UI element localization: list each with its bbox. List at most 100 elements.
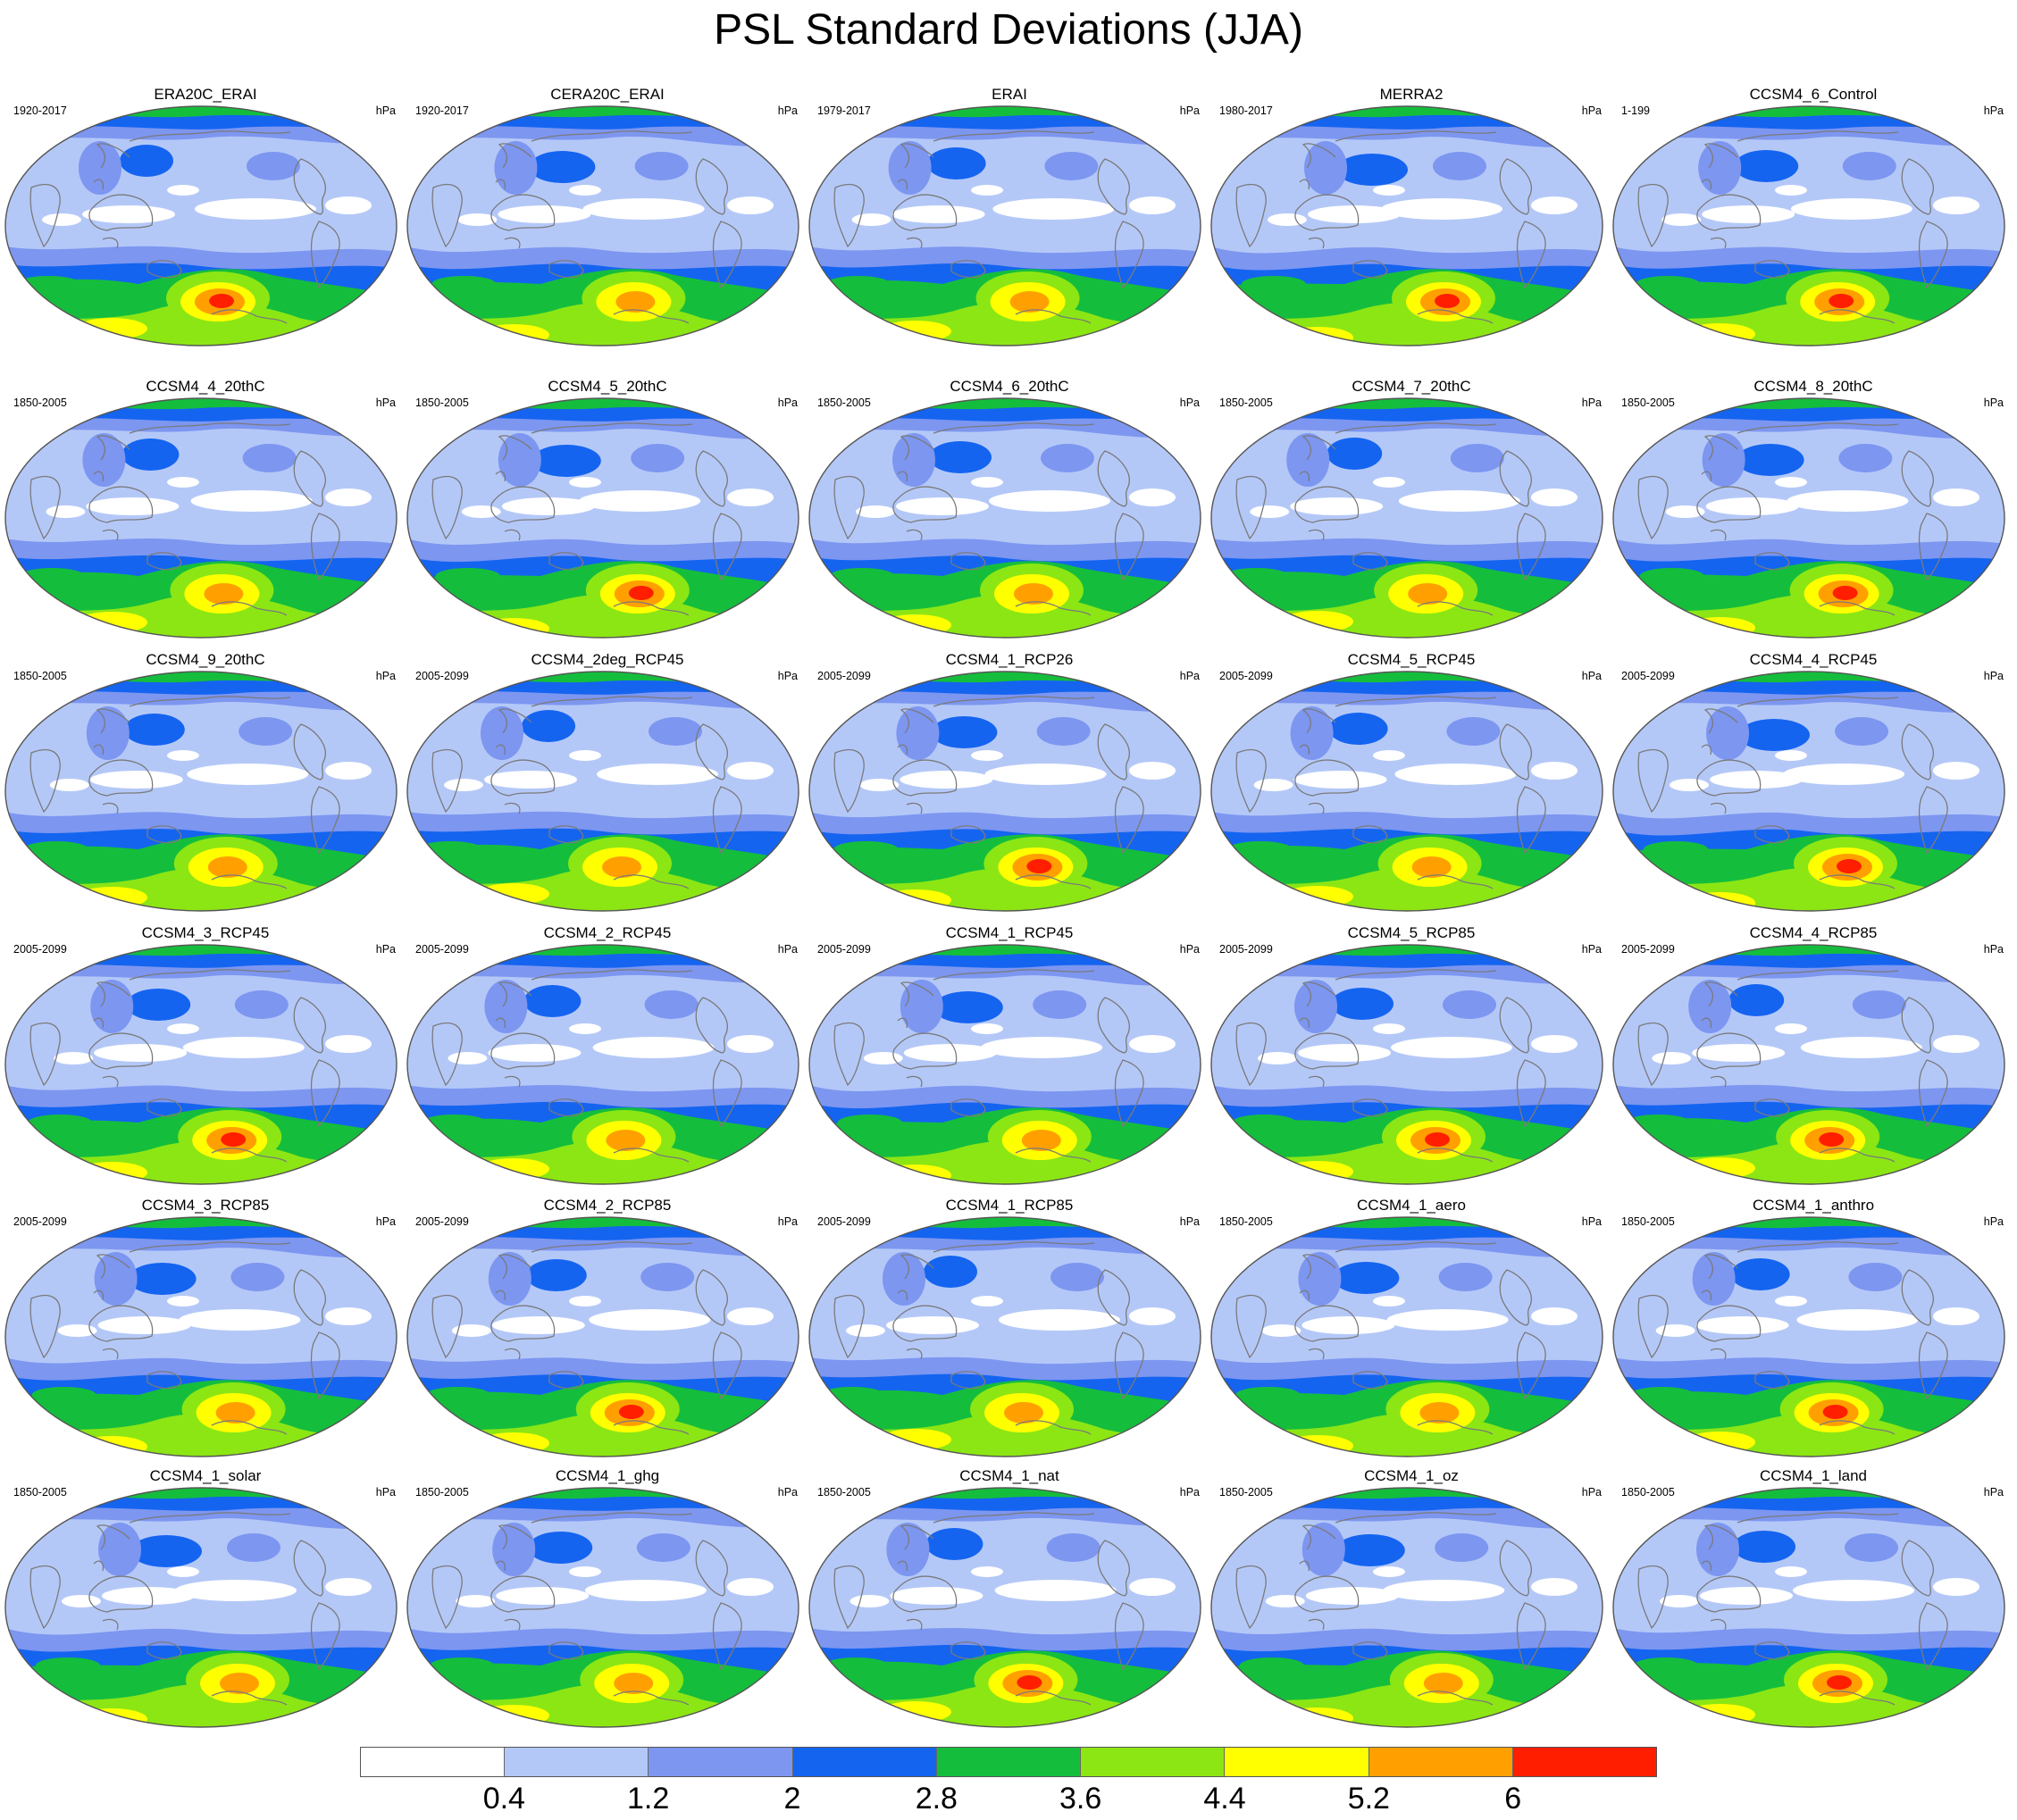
map-panel: CCSM4_6_20thC 1850-2005 hPa [808,378,1210,646]
panel-years: 2005-2099 [1621,943,1675,956]
world-map [1612,1216,2005,1457]
panel-years: 1850-2005 [415,397,469,409]
panel-years: 1850-2005 [817,1486,871,1499]
panel-years: 2005-2099 [817,1215,871,1228]
panel-units: hPa [375,1486,396,1499]
world-map [4,397,398,639]
panel-title: CCSM4_4_RCP85 [1749,924,1878,941]
colorbar-label: 1.2 [627,1782,670,1816]
panel-title: CCSM4_1_anthro [1752,1197,1875,1214]
panel-units: hPa [1983,943,2004,956]
map-panel: CCSM4_5_RCP45 2005-2099 hPa [1210,651,1612,919]
panel-units: hPa [1983,104,2004,117]
panel-grid: ERA20C_ERAI 1920-2017 hPa CERA20C_ERAI 1920-… [4,86,2014,1735]
panel-years: 1850-2005 [13,1486,67,1499]
panel-units: hPa [1581,1215,1602,1228]
panel-units: hPa [777,397,798,409]
map-panel: CCSM4_2_RCP85 2005-2099 hPa [406,1197,808,1465]
world-map [1210,105,1603,346]
panel-title: CCSM4_1_land [1759,1467,1867,1484]
world-map [406,105,799,346]
panel-years: 2005-2099 [13,1215,67,1228]
map-panel: CCSM4_1_RCP45 2005-2099 hPa [808,924,1210,1192]
map-panel: MERRA2 1980-2017 hPa [1210,86,1612,354]
panel-title: CCSM4_8_20thC [1753,378,1873,395]
map-panel: CCSM4_7_20thC 1850-2005 hPa [1210,378,1612,646]
panel-title: CCSM4_7_20thC [1352,378,1471,395]
panel-title: CCSM4_4_RCP45 [1749,651,1878,668]
panel-units: hPa [777,670,798,682]
panel-units: hPa [1581,943,1602,956]
world-map [1612,397,2005,639]
colorbar-swatch [936,1748,1082,1776]
colorbar-label: 6 [1504,1782,1522,1816]
map-panel: CCSM4_1_oz 1850-2005 hPa [1210,1467,1612,1735]
panel-title: CCSM4_1_RCP85 [945,1197,1074,1214]
panel-years: 1-199 [1621,104,1650,117]
world-map [1612,671,2005,912]
colorbar-swatch [1225,1748,1369,1776]
panel-title: CCSM4_1_RCP26 [945,651,1074,668]
map-panel: CCSM4_6_Control 1-199 hPa [1612,86,2014,354]
panel-title: CCSM4_1_nat [959,1467,1059,1484]
colorbar-label: 5.2 [1347,1782,1390,1816]
colorbar-label: 2 [783,1782,801,1816]
panel-years: 1979-2017 [817,104,871,117]
panel-units: hPa [375,1215,396,1228]
panel-units: hPa [1179,397,1200,409]
panel-years: 2005-2099 [817,670,871,682]
panel-title: CCSM4_1_ghg [555,1467,660,1484]
colorbar-label: 2.8 [915,1782,958,1816]
panel-units: hPa [1983,670,2004,682]
world-map [1210,397,1603,639]
world-map [808,944,1201,1185]
panel-title: MERRA2 [1379,86,1444,103]
world-map [406,397,799,639]
panel-units: hPa [1581,104,1602,117]
map-panel: CCSM4_1_nat 1850-2005 hPa [808,1467,1210,1735]
world-map [1210,1487,1603,1728]
map-panel: CCSM4_1_aero 1850-2005 hPa [1210,1197,1612,1465]
world-map [406,944,799,1185]
panel-years: 2005-2099 [13,943,67,956]
panel-units: hPa [1179,670,1200,682]
map-panel: CCSM4_1_RCP85 2005-2099 hPa [808,1197,1210,1465]
map-panel: CCSM4_1_ghg 1850-2005 hPa [406,1467,808,1735]
panel-title: CCSM4_1_aero [1357,1197,1466,1214]
map-panel: CCSM4_5_20thC 1850-2005 hPa [406,378,808,646]
panel-years: 1850-2005 [1621,397,1675,409]
panel-title: CCSM4_5_20thC [548,378,667,395]
panel-years: 1850-2005 [13,397,67,409]
panel-title: CCSM4_5_RCP45 [1347,651,1476,668]
world-map [808,671,1201,912]
world-map [1210,671,1603,912]
world-map [4,105,398,346]
world-map [808,397,1201,639]
world-map [4,1216,398,1457]
figure-title: PSL Standard Deviations (JJA) [714,6,1303,54]
panel-title: CCSM4_9_20thC [146,651,265,668]
map-panel: CCSM4_4_RCP85 2005-2099 hPa [1612,924,2014,1192]
panel-title: CCSM4_1_solar [149,1467,262,1484]
panel-years: 1850-2005 [1219,1486,1273,1499]
panel-years: 1850-2005 [13,670,67,682]
panel-years: 2005-2099 [817,943,871,956]
panel-years: 1920-2017 [415,104,469,117]
map-panel: CCSM4_5_RCP85 2005-2099 hPa [1210,924,1612,1192]
map-panel: CCSM4_1_solar 1850-2005 hPa [4,1467,406,1735]
panel-units: hPa [777,104,798,117]
map-panel: CERA20C_ERAI 1920-2017 hPa [406,86,808,354]
map-panel: CCSM4_8_20thC 1850-2005 hPa [1612,378,2014,646]
colorbar-swatch [1081,1748,1226,1776]
panel-units: hPa [1179,943,1200,956]
colorbar-swatch [792,1748,937,1776]
panel-years: 2005-2099 [415,1215,469,1228]
colorbar-label: 0.4 [482,1782,525,1816]
panel-units: hPa [1581,670,1602,682]
colorbar-swatch [649,1748,793,1776]
panel-title: CCSM4_1_RCP45 [945,924,1074,941]
panel-years: 2005-2099 [1621,670,1675,682]
panel-title: CCSM4_3_RCP85 [141,1197,270,1214]
panel-years: 1850-2005 [415,1486,469,1499]
map-panel: CCSM4_4_20thC 1850-2005 hPa [4,378,406,646]
